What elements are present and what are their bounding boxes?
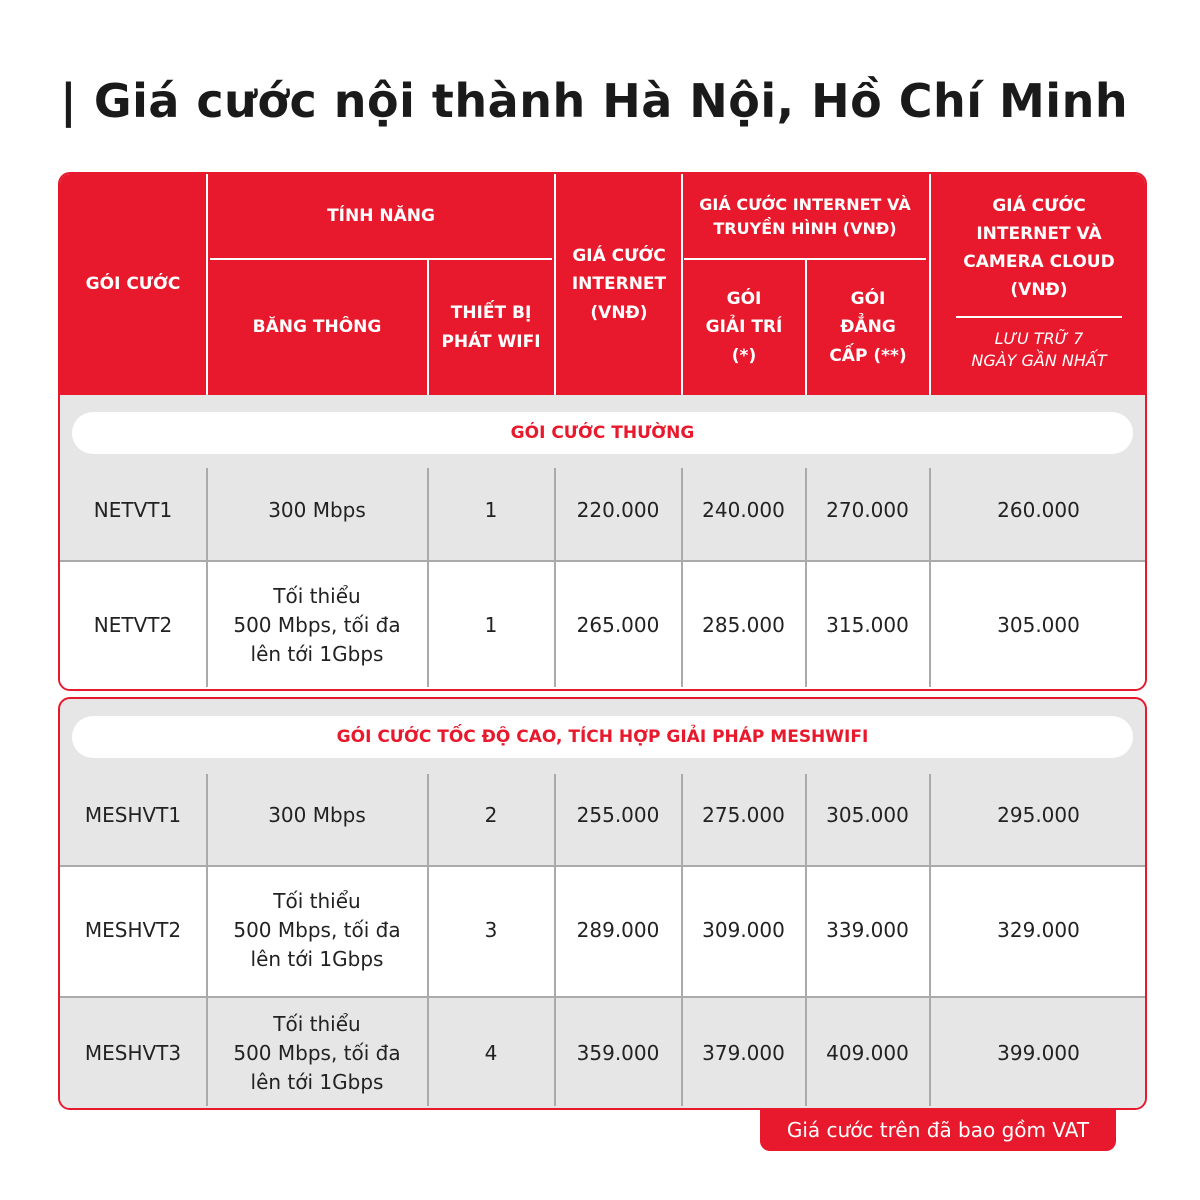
cell-giai-tri: 379.000 xyxy=(702,1040,785,1065)
column-divider xyxy=(681,996,683,1106)
cell-devices: 4 xyxy=(484,1040,498,1065)
header-bang-thong: BĂNG THÔNG xyxy=(252,317,382,338)
cell-giai-tri: 275.000 xyxy=(702,803,785,827)
table-row: MESHVT3 Tối thiểu 500 Mbps, tối đa lên tớ… xyxy=(60,996,1145,1108)
cell-internet: 255.000 xyxy=(576,803,660,827)
column-divider xyxy=(427,774,429,865)
column-divider xyxy=(427,468,429,560)
cell-bandwidth: 300 Mbps xyxy=(268,497,366,522)
table-row: NETVT1 300 Mbps 1 220.000 240.000 270.000 260.… xyxy=(60,460,1145,560)
cell-name: MESHVT2 xyxy=(84,918,182,942)
page-title: | Giá cước nội thành Hà Nội, Hồ Chí Minh xyxy=(60,74,1129,128)
column-divider xyxy=(929,774,931,865)
column-divider xyxy=(929,468,931,560)
header-gia-camera: GIÁ CƯỚC INTERNET VÀ CAMERA CLOUD (VNĐ) xyxy=(963,195,1115,301)
cell-devices: 1 xyxy=(484,497,498,522)
price-table-meshwifi: GÓI CƯỚC TỐC ĐỘ CAO, TÍCH HỢP GIẢI PHÁP … xyxy=(58,697,1147,1110)
cell-dang-cap: 315.000 xyxy=(826,613,909,637)
price-table-standard: GÓI CƯỚC TÍNH NĂNG BĂNG THÔNG THIẾT BỊ P… xyxy=(58,172,1147,691)
column-divider xyxy=(427,996,429,1106)
cell-dang-cap: 270.000 xyxy=(826,497,909,522)
cell-name: NETVT2 xyxy=(93,613,173,637)
table-row: MESHVT2 Tối thiểu 500 Mbps, tối đa lên tớ… xyxy=(60,865,1145,996)
table-row: MESHVT1 300 Mbps 2 255.000 275.000 305.000 295… xyxy=(60,766,1145,865)
cell-devices: 2 xyxy=(484,803,498,827)
section-banner-standard: GÓI CƯỚC THƯỜNG xyxy=(72,412,1133,454)
column-divider xyxy=(929,865,931,996)
cell-devices: 1 xyxy=(484,613,498,637)
cell-camera: 399.000 xyxy=(997,1040,1080,1065)
row-divider xyxy=(60,865,1145,867)
cell-camera: 260.000 xyxy=(997,497,1080,522)
column-divider xyxy=(206,865,208,996)
table-header: GÓI CƯỚC TÍNH NĂNG BĂNG THÔNG THIẾT BỊ P… xyxy=(60,174,1145,395)
column-divider xyxy=(206,774,208,865)
cell-internet: 220.000 xyxy=(576,497,660,522)
cell-devices: 3 xyxy=(484,918,498,942)
column-divider xyxy=(681,865,683,996)
column-divider xyxy=(554,560,556,687)
column-divider xyxy=(805,468,807,560)
cell-camera: 305.000 xyxy=(997,613,1080,637)
cell-bandwidth: 300 Mbps xyxy=(268,803,366,827)
cell-bandwidth: Tối thiểu 500 Mbps, tối đa lên tới 1Gbps xyxy=(233,889,401,971)
column-divider xyxy=(206,996,208,1106)
cell-internet: 359.000 xyxy=(576,1040,660,1065)
column-divider xyxy=(206,560,208,687)
column-divider xyxy=(427,560,429,687)
column-divider xyxy=(554,774,556,865)
header-thiet-bi: THIẾT BỊ PHÁT WIFI xyxy=(441,303,541,352)
cell-camera: 329.000 xyxy=(997,918,1080,942)
cell-giai-tri: 240.000 xyxy=(702,497,785,522)
vat-note: Giá cước trên đã bao gồm VAT xyxy=(760,1109,1116,1151)
cell-internet: 265.000 xyxy=(576,613,660,637)
column-divider xyxy=(805,996,807,1106)
column-divider xyxy=(929,996,931,1106)
cell-giai-tri: 285.000 xyxy=(702,613,785,637)
column-divider xyxy=(805,560,807,687)
cell-camera: 295.000 xyxy=(997,803,1080,827)
cell-name: NETVT1 xyxy=(93,497,173,522)
cell-dang-cap: 339.000 xyxy=(826,918,909,942)
header-luu-tru: LƯU TRỮ 7 NGÀY GẦN NHẤT xyxy=(971,328,1107,370)
cell-bandwidth: Tối thiểu 500 Mbps, tối đa lên tới 1Gbps xyxy=(233,1011,401,1094)
cell-giai-tri: 309.000 xyxy=(702,918,785,942)
column-divider xyxy=(206,468,208,560)
cell-name: MESHVT3 xyxy=(84,1040,182,1065)
column-divider xyxy=(554,865,556,996)
column-divider xyxy=(805,774,807,865)
row-divider xyxy=(60,996,1145,998)
header-gia-internet: GIÁ CƯỚC INTERNET (VNĐ) xyxy=(571,246,667,323)
column-divider xyxy=(929,560,931,687)
cell-internet: 289.000 xyxy=(576,918,660,942)
row-divider xyxy=(60,560,1145,562)
column-divider xyxy=(681,560,683,687)
header-tinh-nang: TÍNH NĂNG xyxy=(327,206,435,227)
header-goi-giai-tri: GÓI GIẢI TRÍ (*) xyxy=(705,289,783,366)
table-row: NETVT2 Tối thiểu 500 Mbps, tối đa lên tới… xyxy=(60,560,1145,689)
column-divider xyxy=(805,865,807,996)
cell-name: MESHVT1 xyxy=(84,803,182,827)
header-goi-cuoc: GÓI CƯỚC xyxy=(85,274,181,295)
cell-dang-cap: 409.000 xyxy=(826,1040,909,1065)
header-goi-dang-cap: GÓI ĐẲNG CẤP (**) xyxy=(829,289,907,366)
column-divider xyxy=(554,468,556,560)
header-gia-truyen-hinh: GIÁ CƯỚC INTERNET VÀ TRUYỀN HÌNH (VNĐ) xyxy=(699,194,911,238)
section-banner-meshwifi: GÓI CƯỚC TỐC ĐỘ CAO, TÍCH HỢP GIẢI PHÁP … xyxy=(72,716,1133,758)
column-divider xyxy=(554,996,556,1106)
cell-bandwidth: Tối thiểu 500 Mbps, tối đa lên tới 1Gbps xyxy=(233,584,401,666)
column-divider xyxy=(681,468,683,560)
cell-dang-cap: 305.000 xyxy=(826,803,909,827)
column-divider xyxy=(427,865,429,996)
column-divider xyxy=(681,774,683,865)
